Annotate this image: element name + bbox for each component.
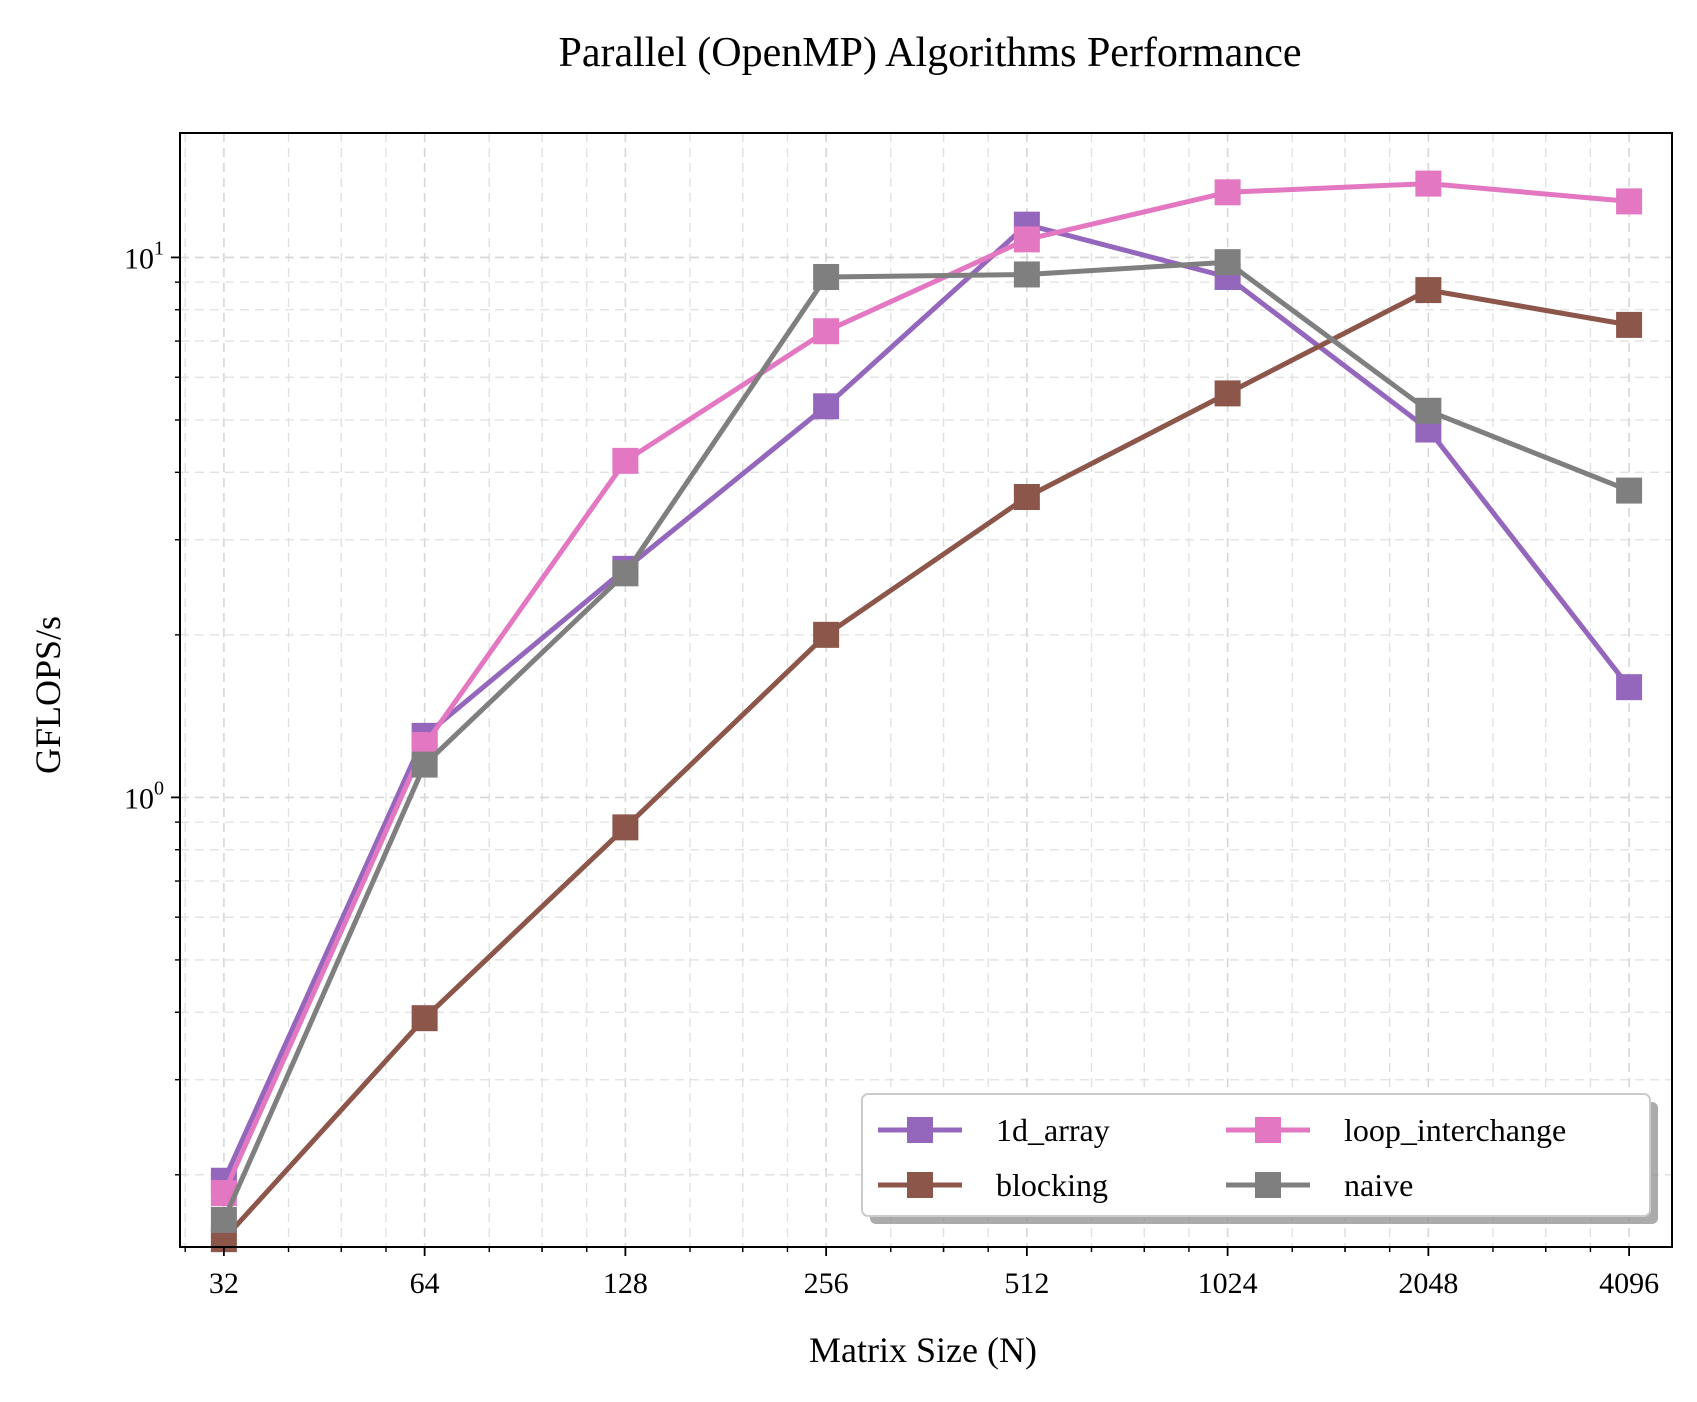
data-point-naive xyxy=(813,263,840,290)
data-point-1d_array xyxy=(1616,674,1643,701)
series-layer xyxy=(210,170,1643,1253)
x-tick-label: 4096 xyxy=(1599,1267,1659,1300)
legend-swatch-marker xyxy=(1255,1117,1281,1143)
data-point-blocking xyxy=(813,621,840,648)
data-point-blocking xyxy=(1415,277,1442,304)
data-point-loop_interchange xyxy=(1616,188,1643,215)
data-point-naive xyxy=(1013,261,1040,288)
legend-swatch-marker xyxy=(1255,1172,1281,1198)
legend-label: loop_interchange xyxy=(1344,1112,1566,1148)
legend-label: naive xyxy=(1344,1167,1413,1203)
plot-frame xyxy=(179,132,1673,1248)
data-point-loop_interchange xyxy=(612,447,639,474)
data-point-naive xyxy=(1214,249,1241,276)
grid xyxy=(180,133,1672,1247)
data-point-1d_array xyxy=(813,393,840,420)
legend-swatch-marker xyxy=(907,1172,933,1198)
data-point-blocking xyxy=(1214,380,1241,407)
x-tick-label: 2048 xyxy=(1398,1267,1458,1300)
data-point-blocking xyxy=(1616,311,1643,338)
series-naive xyxy=(210,249,1643,1233)
legend-label: blocking xyxy=(996,1167,1108,1203)
data-point-naive xyxy=(1415,397,1442,424)
legend-item-loop_interchange: loop_interchange xyxy=(1226,1112,1566,1148)
chart-title: Parallel (OpenMP) Algorithms Performance xyxy=(559,30,1302,76)
x-tick-label: 256 xyxy=(804,1267,849,1300)
legend-item-naive: naive xyxy=(1226,1167,1413,1203)
data-point-naive xyxy=(612,560,639,587)
data-point-naive xyxy=(411,751,438,778)
y-tick-label: 101 xyxy=(124,237,164,275)
x-tick-label: 64 xyxy=(410,1267,440,1300)
x-tick-label: 1024 xyxy=(1198,1267,1258,1300)
data-point-loop_interchange xyxy=(813,318,840,345)
series-1d_array xyxy=(210,211,1643,1194)
data-point-blocking xyxy=(411,1005,438,1032)
legend-item-1d_array: 1d_array xyxy=(878,1112,1110,1148)
data-point-blocking xyxy=(612,814,639,841)
y-tick-label: 100 xyxy=(124,777,164,815)
series-line-blocking xyxy=(222,287,1630,1241)
series-line-1d_array xyxy=(221,222,1632,1182)
data-point-loop_interchange xyxy=(1013,226,1040,253)
x-axis-label: Matrix Size (N) xyxy=(809,1330,1037,1370)
legend-item-blocking: blocking xyxy=(878,1167,1108,1203)
series-loop_interchange xyxy=(210,170,1643,1207)
data-point-naive xyxy=(1616,477,1643,504)
y-axis-label: GFLOPS/s xyxy=(28,616,68,774)
legend-swatch-marker xyxy=(907,1117,933,1143)
axis-ticks: 32 64 128 256 512 1024 2048 4096 100 101 xyxy=(124,237,1659,1300)
data-point-loop_interchange xyxy=(1415,170,1442,197)
legend-box xyxy=(861,1093,1651,1217)
x-tick-label: 32 xyxy=(209,1267,239,1300)
data-point-naive xyxy=(210,1206,237,1233)
data-point-blocking xyxy=(1013,484,1040,511)
legend-label: 1d_array xyxy=(996,1112,1110,1148)
series-line-naive xyxy=(221,259,1631,1221)
series-line-loop_interchange xyxy=(221,181,1630,1195)
x-tick-label: 128 xyxy=(603,1267,648,1300)
x-tick-label: 512 xyxy=(1004,1267,1049,1300)
data-point-loop_interchange xyxy=(1214,179,1241,206)
